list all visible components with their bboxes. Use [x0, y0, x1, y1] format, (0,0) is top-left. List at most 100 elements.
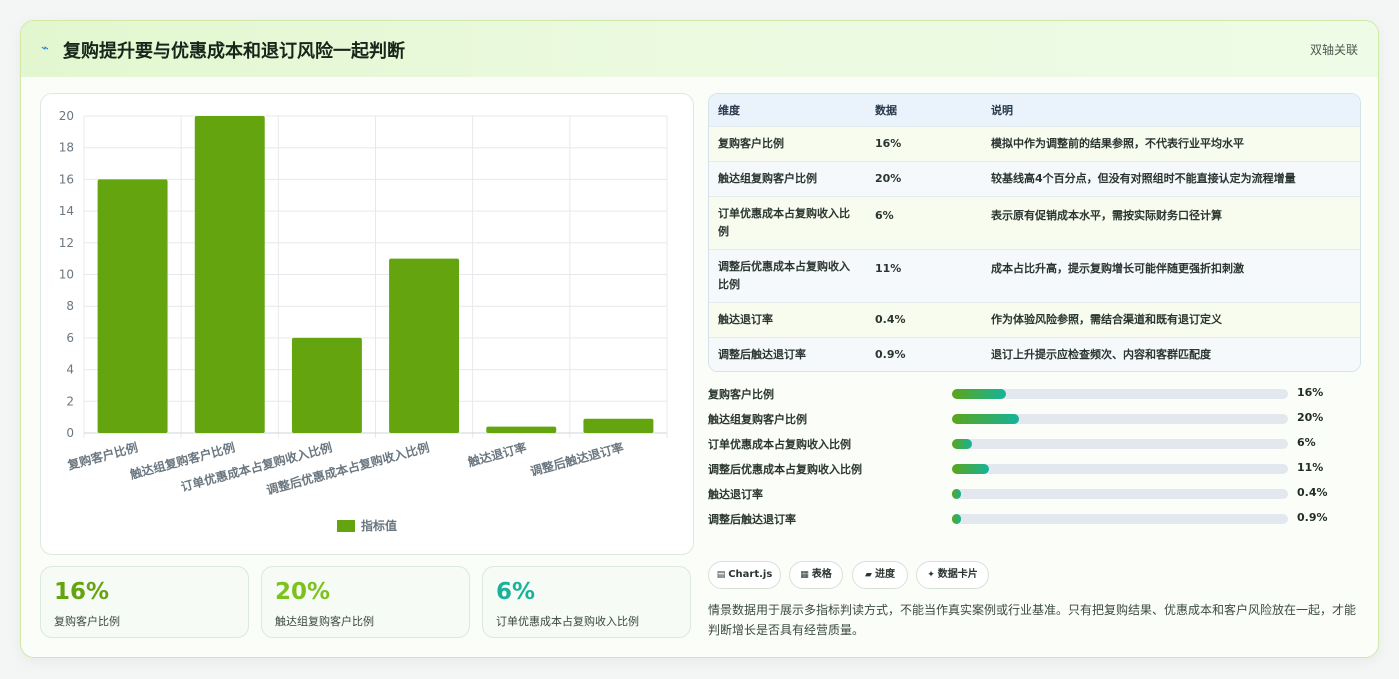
- bar: [97, 179, 168, 433]
- chip-label: 数据卡片: [937, 569, 978, 580]
- kpi-card-1: 20% 触达组复购客户比例: [261, 566, 470, 638]
- x-tick-label: 调整后优惠成本占复购收入比例: [265, 439, 431, 497]
- dashboard-card: ⌁ 复购提升要与优惠成本和退订风险一起判断 双轴关联 0 2 4 6 8 10 12 14 16…: [20, 20, 1379, 658]
- table-header-cell: 数据: [875, 103, 897, 117]
- chip-chartjs[interactable]: ▤ Chart.js: [708, 561, 781, 589]
- bar: [486, 426, 557, 433]
- progress-label: 触达退订率: [708, 488, 763, 501]
- progress-track: [952, 439, 1288, 449]
- x-tick-label: 触达退订率: [466, 439, 528, 469]
- table-row: 触达退订率 0.4% 作为体验风险参照，需结合渠道和既有退订定义: [709, 302, 1360, 337]
- table-cell: 0.4%: [875, 312, 906, 326]
- y-tick-label: 14: [59, 204, 74, 218]
- progress-row: 调整后触达退订率 0.9%: [708, 508, 1361, 533]
- table-cell: 作为体验风险参照，需结合渠道和既有退订定义: [991, 312, 1222, 326]
- chip-label: 表格: [811, 569, 832, 580]
- table-icon: ▦: [800, 570, 809, 580]
- table-cell: 调整后优惠成本占复购收入比例: [718, 259, 850, 291]
- table-cell: 0.9%: [875, 347, 906, 361]
- bar: [194, 116, 265, 433]
- table-row: 触达组复购客户比例 20% 较基线高4个百分点，但没有对照组时不能直接认定为流程…: [709, 161, 1360, 196]
- table-cell: 表示原有促销成本水平，需按实际财务口径计算: [991, 208, 1222, 222]
- table-row: 订单优惠成本占复购收入比例 6% 表示原有促销成本水平，需按实际财务口径计算: [709, 196, 1360, 249]
- chip-data-card[interactable]: ✦ 数据卡片: [916, 561, 989, 589]
- chip-progress[interactable]: ▰ 进度: [852, 561, 908, 589]
- card-header: ⌁ 复购提升要与优惠成本和退订风险一起判断 双轴关联: [21, 21, 1378, 77]
- page-title: 复购提升要与优惠成本和退订风险一起判断: [63, 41, 405, 62]
- progress-value: 16%: [1297, 386, 1324, 399]
- table-header-cell: 维度: [718, 103, 740, 117]
- kpi-label: 触达组复购客户比例: [275, 615, 374, 628]
- chip-label: Chart.js: [728, 569, 773, 580]
- table-cell: 16%: [875, 136, 902, 150]
- progress-fill: [952, 414, 1020, 424]
- kpi-card-2: 6% 订单优惠成本占复购收入比例: [482, 566, 691, 638]
- y-tick-label: 16: [59, 172, 74, 186]
- progress-track: [952, 514, 1288, 524]
- progress-fill: [952, 464, 989, 474]
- legend-swatch: [337, 520, 355, 532]
- table-cell: 调整后触达退订率: [718, 347, 806, 361]
- chip-table[interactable]: ▦ 表格: [789, 561, 843, 589]
- y-tick-label: 18: [59, 141, 74, 155]
- lightning-icon: ⌁: [41, 41, 49, 56]
- kpi-label: 复购客户比例: [54, 615, 120, 628]
- x-tick-label: 调整后触达退订率: [529, 439, 626, 478]
- kpi-value: 16%: [54, 579, 110, 605]
- table-cell: 退订上升提示应检查频次、内容和客群匹配度: [991, 347, 1211, 361]
- progress-fill: [952, 489, 962, 499]
- progress-label: 调整后优惠成本占复购收入比例: [708, 463, 862, 476]
- progress-track: [952, 489, 1288, 499]
- progress-label: 复购客户比例: [708, 388, 774, 401]
- kpi-value: 6%: [496, 579, 536, 605]
- y-tick-label: 6: [66, 331, 74, 345]
- y-tick-label: 8: [66, 299, 74, 313]
- chart-icon: ▤: [716, 570, 726, 580]
- progress-row: 复购客户比例 16%: [708, 383, 1361, 408]
- table-cell: 触达组复购客户比例: [718, 171, 817, 185]
- progress-row: 调整后优惠成本占复购收入比例 11%: [708, 458, 1361, 483]
- progress-fill: [952, 389, 1006, 399]
- progress-list: 复购客户比例 16% 触达组复购客户比例 20% 订单优惠成本占复购收入比例 6…: [708, 383, 1361, 533]
- progress-label: 触达组复购客户比例: [708, 413, 807, 426]
- table-row: 调整后触达退订率 0.9% 退订上升提示应检查频次、内容和客群匹配度: [709, 337, 1360, 371]
- y-tick-label: 2: [66, 394, 74, 408]
- footnote: 情景数据用于展示多指标判读方式，不能当作真实案例或行业基准。只有把复购结果、优惠…: [708, 603, 1357, 637]
- bar-chart-panel: 0 2 4 6 8 10 12 14 16 18 20 复购客户比例 触达组复购客户比例 订单优惠成本占复…: [40, 93, 694, 555]
- bar: [291, 337, 362, 433]
- kpi-value: 20%: [275, 579, 331, 605]
- chip-label: 进度: [874, 569, 895, 580]
- progress-fill: [952, 514, 962, 524]
- progress-track: [952, 464, 1288, 474]
- progress-label: 调整后触达退订率: [708, 513, 796, 526]
- dual-axis-link[interactable]: 双轴关联: [1309, 43, 1358, 57]
- table-cell: 订单优惠成本占复购收入比例: [718, 206, 850, 238]
- progress-fill: [952, 439, 973, 449]
- y-tick-label: 4: [66, 363, 74, 377]
- progress-track: [952, 389, 1288, 399]
- progress-value: 20%: [1297, 411, 1324, 424]
- data-table: 维度 数据 说明 复购客户比例 16% 模拟中作为调整前的结果参照，不代表行业平…: [708, 93, 1361, 372]
- table-header-cell: 说明: [991, 103, 1013, 117]
- kpi-label: 订单优惠成本占复购收入比例: [496, 615, 639, 628]
- kpi-card-0: 16% 复购客户比例: [40, 566, 249, 638]
- legend-label: 指标值: [361, 518, 397, 533]
- progress-row: 触达组复购客户比例 20%: [708, 408, 1361, 433]
- bar-chart: 02468101214161820复购客户比例触达组复购客户比例订单优惠成本占复…: [59, 109, 668, 533]
- table-cell: 6%: [875, 208, 894, 222]
- bar: [389, 258, 460, 433]
- progress-icon: ▰: [865, 570, 872, 580]
- table-cell: 成本占比升高，提示复购增长可能伴随更强折扣刺激: [991, 261, 1244, 275]
- progress-value: 0.9%: [1297, 511, 1328, 524]
- progress-value: 11%: [1297, 461, 1324, 474]
- table-cell: 模拟中作为调整前的结果参照，不代表行业平均水平: [991, 136, 1244, 150]
- table-cell: 20%: [875, 171, 902, 185]
- sparkle-icon: ✦: [927, 570, 935, 580]
- table-cell: 较基线高4个百分点，但没有对照组时不能直接认定为流程增量: [991, 171, 1296, 185]
- progress-value: 6%: [1297, 436, 1316, 449]
- y-tick-label: 12: [59, 236, 74, 250]
- table-cell: 11%: [875, 261, 902, 275]
- table-cell: 复购客户比例: [718, 136, 784, 150]
- progress-row: 订单优惠成本占复购收入比例 6%: [708, 433, 1361, 458]
- y-tick-label: 10: [59, 268, 74, 282]
